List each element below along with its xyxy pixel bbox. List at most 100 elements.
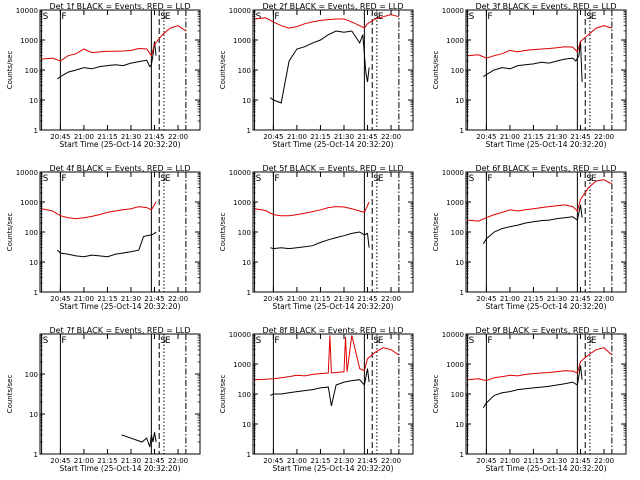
x-axis-label: Start Time (25-Oct-14 20:32:20) bbox=[272, 140, 393, 149]
y-tick-label: 10000 bbox=[229, 7, 251, 15]
x-tick-label: 21:00 bbox=[287, 457, 307, 465]
event-marker-label: S bbox=[586, 12, 592, 22]
y-tick-label: 1 bbox=[34, 127, 38, 135]
x-tick-label: 20:45 bbox=[50, 133, 70, 141]
y-axis-label: Counts/sec bbox=[6, 375, 14, 414]
y-tick-label: 10 bbox=[242, 259, 251, 267]
y-tick-label: 1000 bbox=[233, 37, 251, 45]
y-axis-label: Counts/sec bbox=[432, 213, 440, 252]
x-tick-label: 22:00 bbox=[168, 457, 188, 465]
series-line-red bbox=[254, 14, 400, 29]
x-tick-label: 22:00 bbox=[594, 457, 614, 465]
y-tick-label: 100 bbox=[238, 229, 251, 237]
x-tick-label: 21:00 bbox=[74, 133, 94, 141]
y-tick-label: 10 bbox=[455, 259, 464, 267]
event-marker-label: F bbox=[274, 174, 279, 184]
y-tick-label: 1000 bbox=[446, 361, 464, 369]
event-marker-label: S bbox=[43, 12, 49, 22]
x-tick-label: 21:00 bbox=[287, 133, 307, 141]
x-tick-label: 21:30 bbox=[547, 457, 567, 465]
series-line-red bbox=[467, 347, 613, 382]
x-tick-label: 21:00 bbox=[287, 295, 307, 303]
event-marker-label: E bbox=[378, 174, 384, 184]
event-marker-label: F bbox=[61, 336, 66, 346]
event-marker-label: E bbox=[165, 12, 171, 22]
x-tick-label: 20:45 bbox=[263, 295, 283, 303]
x-axis-label: Start Time (25-Oct-14 20:32:20) bbox=[272, 464, 393, 473]
y-tick-label: 1 bbox=[460, 127, 464, 135]
y-tick-label: 1000 bbox=[20, 199, 38, 207]
event-marker-label: S bbox=[256, 336, 262, 346]
chart-title: Det 1f BLACK = Events, RED = LLD bbox=[49, 2, 190, 11]
series-line-black bbox=[269, 30, 370, 104]
series-line-red bbox=[41, 25, 187, 62]
y-tick-label: 10000 bbox=[229, 169, 251, 177]
event-marker-label: E bbox=[378, 336, 384, 346]
x-tick-label: 22:00 bbox=[168, 295, 188, 303]
series-line-black bbox=[483, 41, 583, 82]
y-axis-label: Counts/sec bbox=[432, 51, 440, 90]
y-axis-label: Counts/sec bbox=[432, 375, 440, 414]
x-tick-label: 22:00 bbox=[594, 295, 614, 303]
x-tick-label: 21:30 bbox=[121, 457, 141, 465]
y-axis-label: Counts/sec bbox=[6, 51, 14, 90]
y-tick-label: 10 bbox=[242, 97, 251, 105]
y-tick-label: 100 bbox=[25, 229, 38, 237]
y-axis-label: Counts/sec bbox=[219, 51, 227, 90]
event-marker-label: S bbox=[373, 12, 379, 22]
x-tick-label: 21:00 bbox=[74, 457, 94, 465]
event-marker-label: E bbox=[165, 174, 171, 184]
x-tick-label: 21:45 bbox=[570, 133, 590, 141]
event-marker-label: S bbox=[586, 174, 592, 184]
x-tick-label: 21:15 bbox=[310, 295, 330, 303]
event-marker-label: S bbox=[586, 336, 592, 346]
y-tick-label: 10 bbox=[29, 97, 38, 105]
event-marker-label: F bbox=[274, 336, 279, 346]
series-line-black bbox=[56, 231, 157, 258]
plot-frame bbox=[39, 333, 201, 455]
event-marker-label: F bbox=[61, 12, 66, 22]
y-tick-label: 10 bbox=[455, 421, 464, 429]
x-tick-label: 21:15 bbox=[97, 295, 117, 303]
x-tick-label: 20:45 bbox=[263, 457, 283, 465]
x-axis-label: Start Time (25-Oct-14 20:32:20) bbox=[485, 140, 606, 149]
x-tick-label: 21:15 bbox=[97, 133, 117, 141]
x-tick-label: 22:00 bbox=[381, 457, 401, 465]
x-tick-label: 22:00 bbox=[381, 133, 401, 141]
event-marker-label: F bbox=[487, 12, 492, 22]
y-tick-label: 1 bbox=[460, 289, 464, 297]
x-tick-label: 21:15 bbox=[97, 457, 117, 465]
y-tick-label: 10000 bbox=[442, 7, 464, 15]
x-tick-label: 21:30 bbox=[547, 133, 567, 141]
x-tick-label: 21:00 bbox=[500, 457, 520, 465]
x-tick-label: 21:45 bbox=[144, 133, 164, 141]
x-tick-label: 21:45 bbox=[144, 295, 164, 303]
event-marker-label: F bbox=[61, 174, 66, 184]
x-tick-label: 21:30 bbox=[121, 133, 141, 141]
series-line-black bbox=[121, 432, 157, 448]
y-tick-label: 10 bbox=[29, 411, 38, 419]
series-line-red bbox=[254, 335, 400, 381]
y-tick-label: 10000 bbox=[16, 169, 38, 177]
y-tick-label: 1000 bbox=[233, 199, 251, 207]
x-tick-label: 22:00 bbox=[381, 295, 401, 303]
chart-title: Det 8f BLACK = Events, RED = LLD bbox=[262, 326, 403, 335]
event-marker-label: S bbox=[469, 336, 475, 346]
event-marker-label: F bbox=[487, 174, 492, 184]
x-tick-label: 20:45 bbox=[476, 457, 496, 465]
x-tick-label: 21:45 bbox=[357, 295, 377, 303]
y-tick-label: 10 bbox=[29, 259, 38, 267]
x-axis-label: Start Time (25-Oct-14 20:32:20) bbox=[485, 302, 606, 311]
event-marker-label: F bbox=[487, 336, 492, 346]
x-tick-label: 21:45 bbox=[144, 457, 164, 465]
y-tick-label: 1 bbox=[247, 289, 251, 297]
series-line-red bbox=[467, 25, 613, 59]
x-axis-label: Start Time (25-Oct-14 20:32:20) bbox=[59, 140, 180, 149]
x-tick-label: 22:00 bbox=[594, 133, 614, 141]
plot-frame bbox=[252, 171, 414, 293]
x-tick-label: 21:45 bbox=[570, 295, 590, 303]
y-tick-label: 100 bbox=[25, 371, 38, 379]
x-axis-label: Start Time (25-Oct-14 20:32:20) bbox=[59, 302, 180, 311]
x-tick-label: 21:30 bbox=[334, 295, 354, 303]
